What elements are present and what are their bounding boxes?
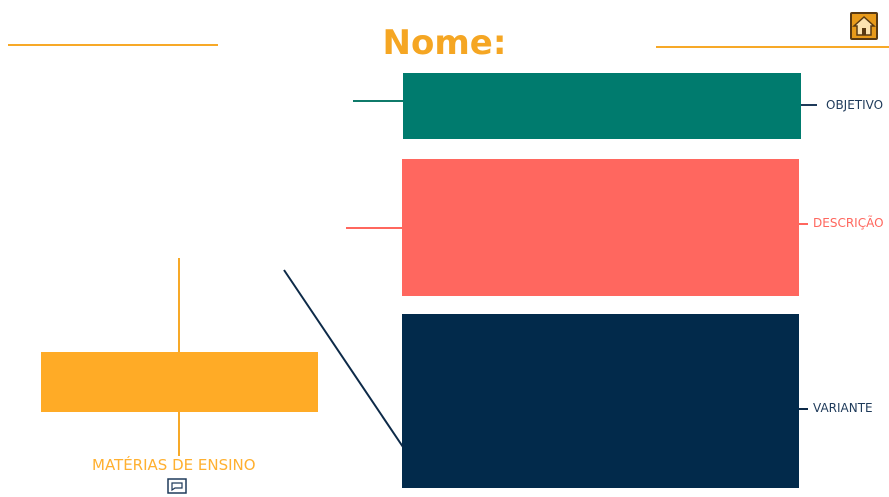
materias-top-connector xyxy=(178,258,180,352)
title-rule-left xyxy=(8,44,218,46)
comment-button[interactable] xyxy=(166,478,188,496)
descricao-right-connector xyxy=(799,223,808,225)
variante-label: VARIANTE xyxy=(813,401,873,415)
descricao-box xyxy=(402,159,799,296)
comment-icon xyxy=(167,478,187,494)
objetivo-box xyxy=(403,73,801,139)
materias-box xyxy=(41,352,318,412)
descricao-label: DESCRIÇÃO xyxy=(813,216,884,230)
home-icon xyxy=(852,15,876,36)
objetivo-label: OBJETIVO xyxy=(826,98,884,112)
objetivo-left-connector xyxy=(353,100,403,102)
variante-right-connector xyxy=(799,408,808,410)
materias-bottom-connector xyxy=(178,412,180,456)
page-title: Nome: xyxy=(382,23,507,63)
objetivo-right-connector xyxy=(801,104,817,106)
descricao-left-connector xyxy=(346,227,402,229)
home-button[interactable] xyxy=(850,12,878,40)
title-rule-right xyxy=(656,46,889,48)
variante-box xyxy=(402,314,799,488)
materias-label: MATÉRIAS DE ENSINO xyxy=(92,456,256,474)
